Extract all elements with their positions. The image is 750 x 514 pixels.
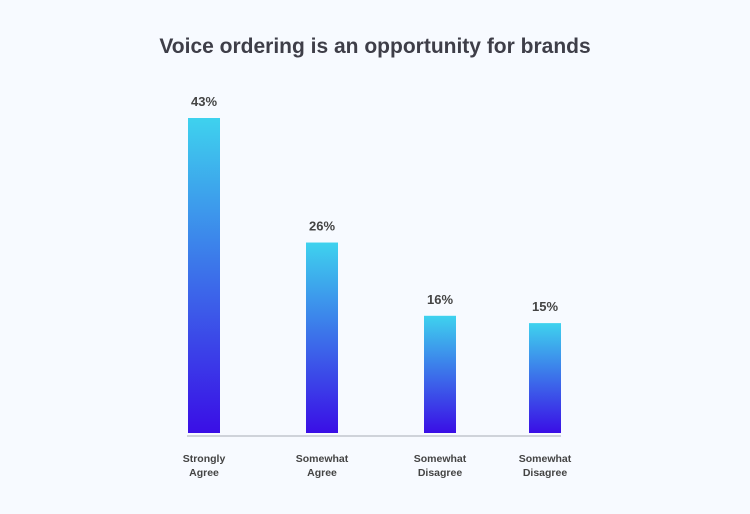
value-label: 15% — [532, 299, 558, 314]
x-tick-label: Somewhat Disagree — [518, 453, 572, 479]
x-tick-label: Strongly Agree — [182, 453, 226, 479]
bar — [188, 118, 220, 433]
bar — [529, 323, 561, 433]
bar — [424, 315, 456, 433]
value-label: 26% — [309, 219, 335, 234]
bar — [306, 242, 338, 433]
value-label: 16% — [427, 292, 453, 307]
x-tick-label: Somewhat Disagree — [413, 453, 467, 479]
x-tick-label: Somewhat Agree — [295, 453, 349, 479]
chart-title: Voice ordering is an opportunity for bra… — [159, 35, 590, 58]
value-label: 43% — [191, 94, 217, 109]
